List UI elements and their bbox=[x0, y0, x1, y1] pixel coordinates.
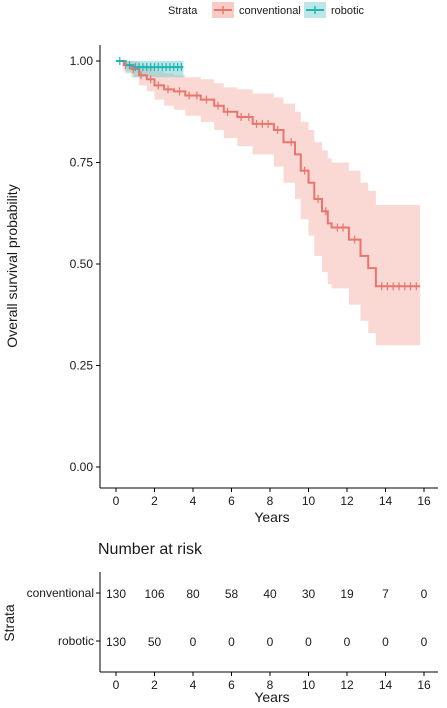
x-tick-label: 6 bbox=[228, 494, 235, 508]
x-axis-title: Years bbox=[254, 509, 289, 525]
risk-cell-robotic: 130 bbox=[106, 635, 126, 649]
risk-cell-conventional: 19 bbox=[340, 587, 354, 601]
x-tick-label: 10 bbox=[302, 494, 316, 508]
risk-cell-robotic: 0 bbox=[267, 635, 274, 649]
risk-x-tick-label: 14 bbox=[379, 678, 393, 692]
risk-x-tick-label: 12 bbox=[340, 678, 354, 692]
risk-cell-conventional: 130 bbox=[106, 587, 126, 601]
legend: Strata conventional robotic bbox=[168, 2, 365, 18]
risk-cell-conventional: 80 bbox=[186, 587, 200, 601]
x-tick-label: 12 bbox=[340, 494, 354, 508]
risk-x-tick-label: 8 bbox=[267, 678, 274, 692]
legend-label-robotic: robotic bbox=[331, 5, 365, 17]
risk-x-ticks: 0 2 4 6 8 10 12 14 16 bbox=[113, 672, 431, 692]
confidence-bands bbox=[116, 61, 421, 346]
legend-title: Strata bbox=[168, 5, 198, 17]
y-ticks: 0.00 0.25 0.50 0.75 1.00 bbox=[70, 54, 100, 474]
risk-cell-conventional: 40 bbox=[263, 587, 277, 601]
risk-cell-robotic: 0 bbox=[382, 635, 389, 649]
risk-x-tick-label: 4 bbox=[190, 678, 197, 692]
risk-cell-robotic: 0 bbox=[228, 635, 235, 649]
risk-x-tick-label: 10 bbox=[302, 678, 316, 692]
risk-x-tick-label: 0 bbox=[113, 678, 120, 692]
legend-label-conventional: conventional bbox=[239, 5, 301, 17]
survival-line-conventional bbox=[116, 60, 421, 288]
risk-rows: conventional 130 106 80 58 40 30 19 7 0 robotic 130… bbox=[27, 586, 428, 649]
risk-table: Number at risk conventional 130 106 80 58 40 3… bbox=[1, 541, 438, 705]
risk-x-tick-label: 6 bbox=[228, 678, 235, 692]
risk-cell-conventional: 7 bbox=[382, 587, 389, 601]
confidence-band-conventional bbox=[116, 61, 421, 346]
x-ticks: 0 2 4 6 8 10 12 14 16 bbox=[113, 488, 431, 508]
plot-area: 0.00 0.25 0.50 0.75 1.00 0 2 4 6 8 10 12 14 16 Overa… bbox=[4, 45, 438, 525]
risk-cell-conventional: 106 bbox=[144, 587, 164, 601]
x-tick-label: 8 bbox=[267, 494, 274, 508]
x-tick-label: 16 bbox=[417, 494, 431, 508]
y-tick-label: 0.50 bbox=[70, 257, 94, 271]
x-tick-label: 4 bbox=[190, 494, 197, 508]
risk-cell-robotic: 0 bbox=[305, 635, 312, 649]
risk-cell-robotic: 0 bbox=[421, 635, 428, 649]
y-tick-label: 0.00 bbox=[70, 460, 94, 474]
y-tick-label: 0.25 bbox=[70, 359, 94, 373]
risk-x-tick-label: 16 bbox=[417, 678, 431, 692]
risk-x-tick-label: 2 bbox=[151, 678, 158, 692]
risk-cell-conventional: 0 bbox=[421, 587, 428, 601]
censor-marks bbox=[119, 57, 417, 291]
x-tick-label: 14 bbox=[379, 494, 393, 508]
risk-cell-robotic: 0 bbox=[344, 635, 351, 649]
x-tick-label: 2 bbox=[151, 494, 158, 508]
y-tick-label: 0.75 bbox=[70, 156, 94, 170]
risk-row-label-conventional: conventional bbox=[27, 586, 94, 600]
x-tick-label: 0 bbox=[113, 494, 120, 508]
risk-x-axis-title: Years bbox=[254, 689, 289, 705]
risk-row-label-robotic: robotic bbox=[58, 634, 94, 648]
risk-cell-conventional: 30 bbox=[302, 587, 316, 601]
risk-cell-conventional: 58 bbox=[225, 587, 239, 601]
risk-cell-robotic: 50 bbox=[148, 635, 162, 649]
y-axis-title: Overall survival probability bbox=[4, 184, 20, 347]
risk-table-title: Number at risk bbox=[98, 541, 203, 558]
risk-y-axis-title: Strata bbox=[1, 604, 17, 642]
y-tick-label: 1.00 bbox=[70, 54, 94, 68]
risk-cell-robotic: 0 bbox=[190, 635, 197, 649]
